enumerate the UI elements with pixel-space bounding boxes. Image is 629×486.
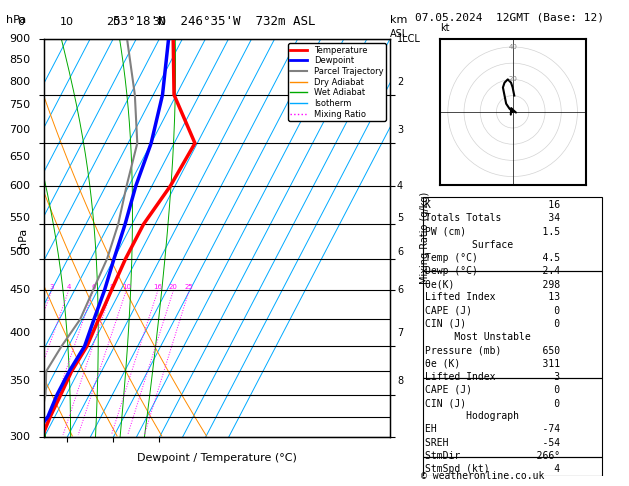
Text: 600: 600 bbox=[9, 181, 30, 191]
Text: 20: 20 bbox=[106, 17, 120, 27]
Text: 16: 16 bbox=[153, 284, 162, 290]
Text: 07.05.2024  12GMT (Base: 12): 07.05.2024 12GMT (Base: 12) bbox=[415, 12, 604, 22]
Text: 850: 850 bbox=[9, 54, 30, 65]
Text: 8: 8 bbox=[397, 377, 403, 386]
Text: 8: 8 bbox=[109, 284, 114, 290]
Text: Mixing Ratio (g/kg): Mixing Ratio (g/kg) bbox=[420, 192, 430, 284]
Text: 30: 30 bbox=[152, 17, 166, 27]
Text: 800: 800 bbox=[9, 77, 30, 87]
Text: 10: 10 bbox=[122, 284, 131, 290]
Text: ASL: ASL bbox=[390, 29, 408, 39]
Bar bbox=[423, 456, 602, 476]
Text: 7: 7 bbox=[397, 328, 403, 338]
Text: 350: 350 bbox=[9, 377, 30, 386]
Text: 4: 4 bbox=[397, 181, 403, 191]
Text: K                    16
Totals Totals        34
PW (cm)             1.5
        : K 16 Totals Totals 34 PW (cm) 1.5 bbox=[425, 200, 560, 486]
Bar bbox=[423, 378, 602, 456]
Text: kt: kt bbox=[440, 22, 449, 33]
X-axis label: Dewpoint / Temperature (°C): Dewpoint / Temperature (°C) bbox=[137, 452, 297, 463]
Text: 53°18'N  246°35'W  732m ASL: 53°18'N 246°35'W 732m ASL bbox=[113, 15, 315, 28]
Text: 750: 750 bbox=[9, 100, 30, 110]
Text: 20: 20 bbox=[508, 76, 517, 83]
Text: 650: 650 bbox=[9, 152, 30, 162]
Text: hPa: hPa bbox=[6, 15, 26, 25]
Text: hPa: hPa bbox=[18, 228, 28, 248]
Text: 0: 0 bbox=[18, 17, 25, 27]
Text: 6: 6 bbox=[397, 247, 403, 257]
Text: km: km bbox=[390, 15, 408, 25]
Text: 3: 3 bbox=[50, 284, 54, 290]
Bar bbox=[423, 271, 602, 378]
Text: © weatheronline.co.uk: © weatheronline.co.uk bbox=[421, 471, 545, 481]
Text: 10: 10 bbox=[60, 17, 74, 27]
Text: 400: 400 bbox=[9, 328, 30, 338]
Text: 5: 5 bbox=[397, 212, 403, 223]
Text: 4: 4 bbox=[67, 284, 71, 290]
Text: 1LCL: 1LCL bbox=[397, 34, 421, 44]
Text: 300: 300 bbox=[9, 433, 30, 442]
Text: 700: 700 bbox=[9, 125, 30, 135]
Bar bbox=[423, 197, 602, 271]
Text: 3: 3 bbox=[397, 125, 403, 135]
Text: 450: 450 bbox=[9, 285, 30, 295]
Text: 20: 20 bbox=[169, 284, 178, 290]
Text: 25: 25 bbox=[185, 284, 194, 290]
Legend: Temperature, Dewpoint, Parcel Trajectory, Dry Adiabat, Wet Adiabat, Isotherm, Mi: Temperature, Dewpoint, Parcel Trajectory… bbox=[288, 43, 386, 121]
Text: 40: 40 bbox=[508, 44, 517, 50]
Text: 2: 2 bbox=[397, 77, 403, 87]
Text: 550: 550 bbox=[9, 212, 30, 223]
Text: 500: 500 bbox=[9, 247, 30, 257]
Text: 6: 6 bbox=[397, 285, 403, 295]
Text: 6: 6 bbox=[91, 284, 96, 290]
Text: 900: 900 bbox=[9, 34, 30, 44]
